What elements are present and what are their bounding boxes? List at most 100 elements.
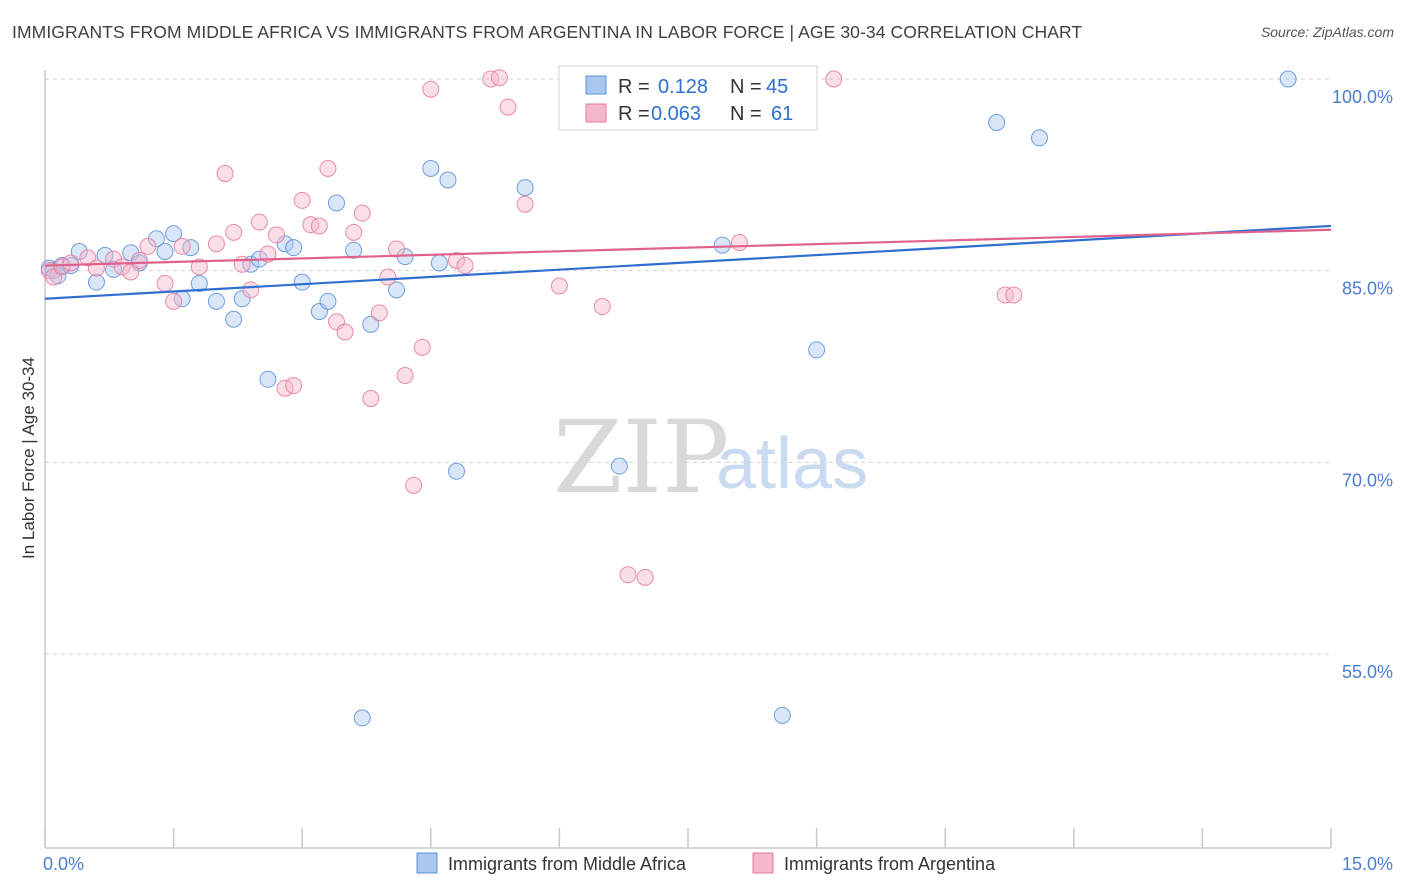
pink-data-point bbox=[996, 286, 1014, 304]
stats-swatch-blue bbox=[585, 75, 607, 95]
blue-data-point bbox=[353, 709, 371, 727]
stats-r-value-blue: 0.128 bbox=[658, 76, 708, 98]
blue-data-point bbox=[345, 241, 363, 259]
pink-data-point bbox=[362, 389, 380, 407]
x-tick-labels: 0.0% 15.0% bbox=[43, 854, 1393, 874]
y-tick-label: 85.0% bbox=[1342, 279, 1393, 299]
blue-data-point bbox=[988, 113, 1006, 131]
watermark-atlas: atlas bbox=[716, 424, 868, 504]
pink-data-point bbox=[259, 245, 277, 263]
stats-r-label-pink: R = bbox=[618, 103, 650, 125]
pink-data-point bbox=[165, 292, 183, 310]
pink-data-point bbox=[448, 251, 466, 269]
y-tick-label: 100.0% bbox=[1332, 87, 1393, 107]
pink-data-point bbox=[267, 226, 285, 244]
pink-data-point bbox=[388, 240, 406, 258]
pink-data-point bbox=[499, 98, 517, 116]
pink-data-point bbox=[825, 70, 843, 88]
pink-data-point bbox=[456, 257, 474, 275]
stats-r-value-pink: 0.063 bbox=[651, 103, 701, 125]
pink-trend-line bbox=[44, 228, 1332, 267]
pink-data-point bbox=[396, 366, 414, 384]
pink-data-point bbox=[1005, 286, 1023, 304]
pink-data-point bbox=[310, 217, 328, 235]
pink-data-point bbox=[319, 159, 337, 177]
pink-data-point bbox=[233, 255, 251, 273]
y-tick-label: 70.0% bbox=[1342, 470, 1393, 490]
grid-lines bbox=[45, 78, 1331, 655]
blue-data-point bbox=[422, 159, 440, 177]
stats-n-label-blue: N = bbox=[730, 76, 762, 98]
pink-data-point bbox=[490, 69, 508, 87]
legend-label-blue: Immigrants from Middle Africa bbox=[448, 854, 687, 874]
blue-data-point bbox=[293, 273, 311, 291]
blue-data-point bbox=[430, 254, 448, 272]
blue-data-point bbox=[285, 239, 303, 257]
pink-data-point bbox=[516, 195, 534, 213]
blue-data-point bbox=[327, 194, 345, 212]
stats-swatch-pink bbox=[585, 103, 607, 123]
pink-data-point bbox=[207, 235, 225, 253]
blue-data-point bbox=[70, 243, 88, 260]
blue-data-point bbox=[713, 236, 731, 254]
blue-data-point bbox=[610, 457, 628, 475]
pink-data-point bbox=[405, 476, 423, 494]
pink-data-point bbox=[345, 223, 363, 241]
blue-data-point bbox=[362, 315, 380, 333]
pink-data-point bbox=[225, 223, 243, 241]
blue-data-point bbox=[207, 292, 225, 310]
pink-data-point bbox=[636, 568, 654, 586]
blue-data-point bbox=[319, 292, 337, 310]
pink-data-point bbox=[550, 277, 568, 295]
blue-data-point bbox=[808, 341, 826, 359]
pink-data-point bbox=[302, 216, 320, 234]
blue-data-point bbox=[439, 171, 457, 189]
pink-data-point bbox=[353, 204, 371, 222]
pink-data-point bbox=[370, 304, 388, 322]
pink-data-point bbox=[413, 338, 431, 356]
pink-data-point bbox=[190, 258, 208, 276]
data-points bbox=[40, 69, 1297, 727]
pink-data-point bbox=[336, 323, 354, 341]
pink-data-point bbox=[130, 251, 148, 269]
pink-data-point bbox=[285, 377, 303, 395]
pink-data-point bbox=[216, 165, 234, 183]
blue-data-point bbox=[1031, 129, 1049, 147]
x-tick-label: 15.0% bbox=[1342, 854, 1393, 874]
pink-data-point bbox=[482, 70, 500, 88]
legend-swatch-pink bbox=[752, 852, 774, 874]
y-tick-labels: 100.0% 85.0% 70.0% 55.0% bbox=[1332, 87, 1393, 682]
chart-title: IMMIGRANTS FROM MIDDLE AFRICA VS IMMIGRA… bbox=[12, 22, 1083, 42]
pink-data-point bbox=[379, 268, 397, 286]
blue-data-point bbox=[233, 290, 251, 308]
blue-data-point bbox=[259, 370, 277, 388]
blue-data-point bbox=[1279, 70, 1297, 88]
chart-source: Source: ZipAtlas.com bbox=[1260, 24, 1394, 40]
trend-lines bbox=[44, 224, 1332, 300]
pink-data-point bbox=[139, 237, 157, 255]
x-ticks bbox=[44, 828, 1332, 848]
blue-data-point bbox=[87, 273, 105, 291]
blue-data-point bbox=[448, 462, 466, 480]
legend-swatch-blue bbox=[416, 852, 438, 874]
pink-data-point bbox=[730, 234, 748, 252]
blue-data-point bbox=[388, 281, 406, 299]
blue-data-point bbox=[165, 225, 183, 243]
blue-data-point bbox=[182, 239, 200, 257]
blue-data-point bbox=[773, 706, 791, 724]
stats-n-label-pink: N = bbox=[730, 103, 762, 125]
pink-data-point bbox=[87, 259, 105, 277]
blue-trend-line bbox=[44, 224, 1332, 300]
stats-box: R = 0.128 N = 45 R = 0.063 N = 61 bbox=[558, 65, 818, 131]
stats-n-value-pink: 61 bbox=[771, 103, 793, 125]
blue-data-point bbox=[225, 310, 243, 328]
pink-data-point bbox=[53, 258, 71, 276]
pink-data-point bbox=[242, 281, 260, 299]
stats-n-value-blue: 45 bbox=[766, 76, 788, 98]
legend: Immigrants from Middle Africa Immigrants… bbox=[416, 852, 996, 874]
pink-data-point bbox=[422, 80, 440, 98]
pink-data-point bbox=[173, 237, 191, 255]
blue-data-point bbox=[190, 274, 208, 292]
y-axis-label: In Labor Force | Age 30-34 bbox=[19, 357, 38, 559]
